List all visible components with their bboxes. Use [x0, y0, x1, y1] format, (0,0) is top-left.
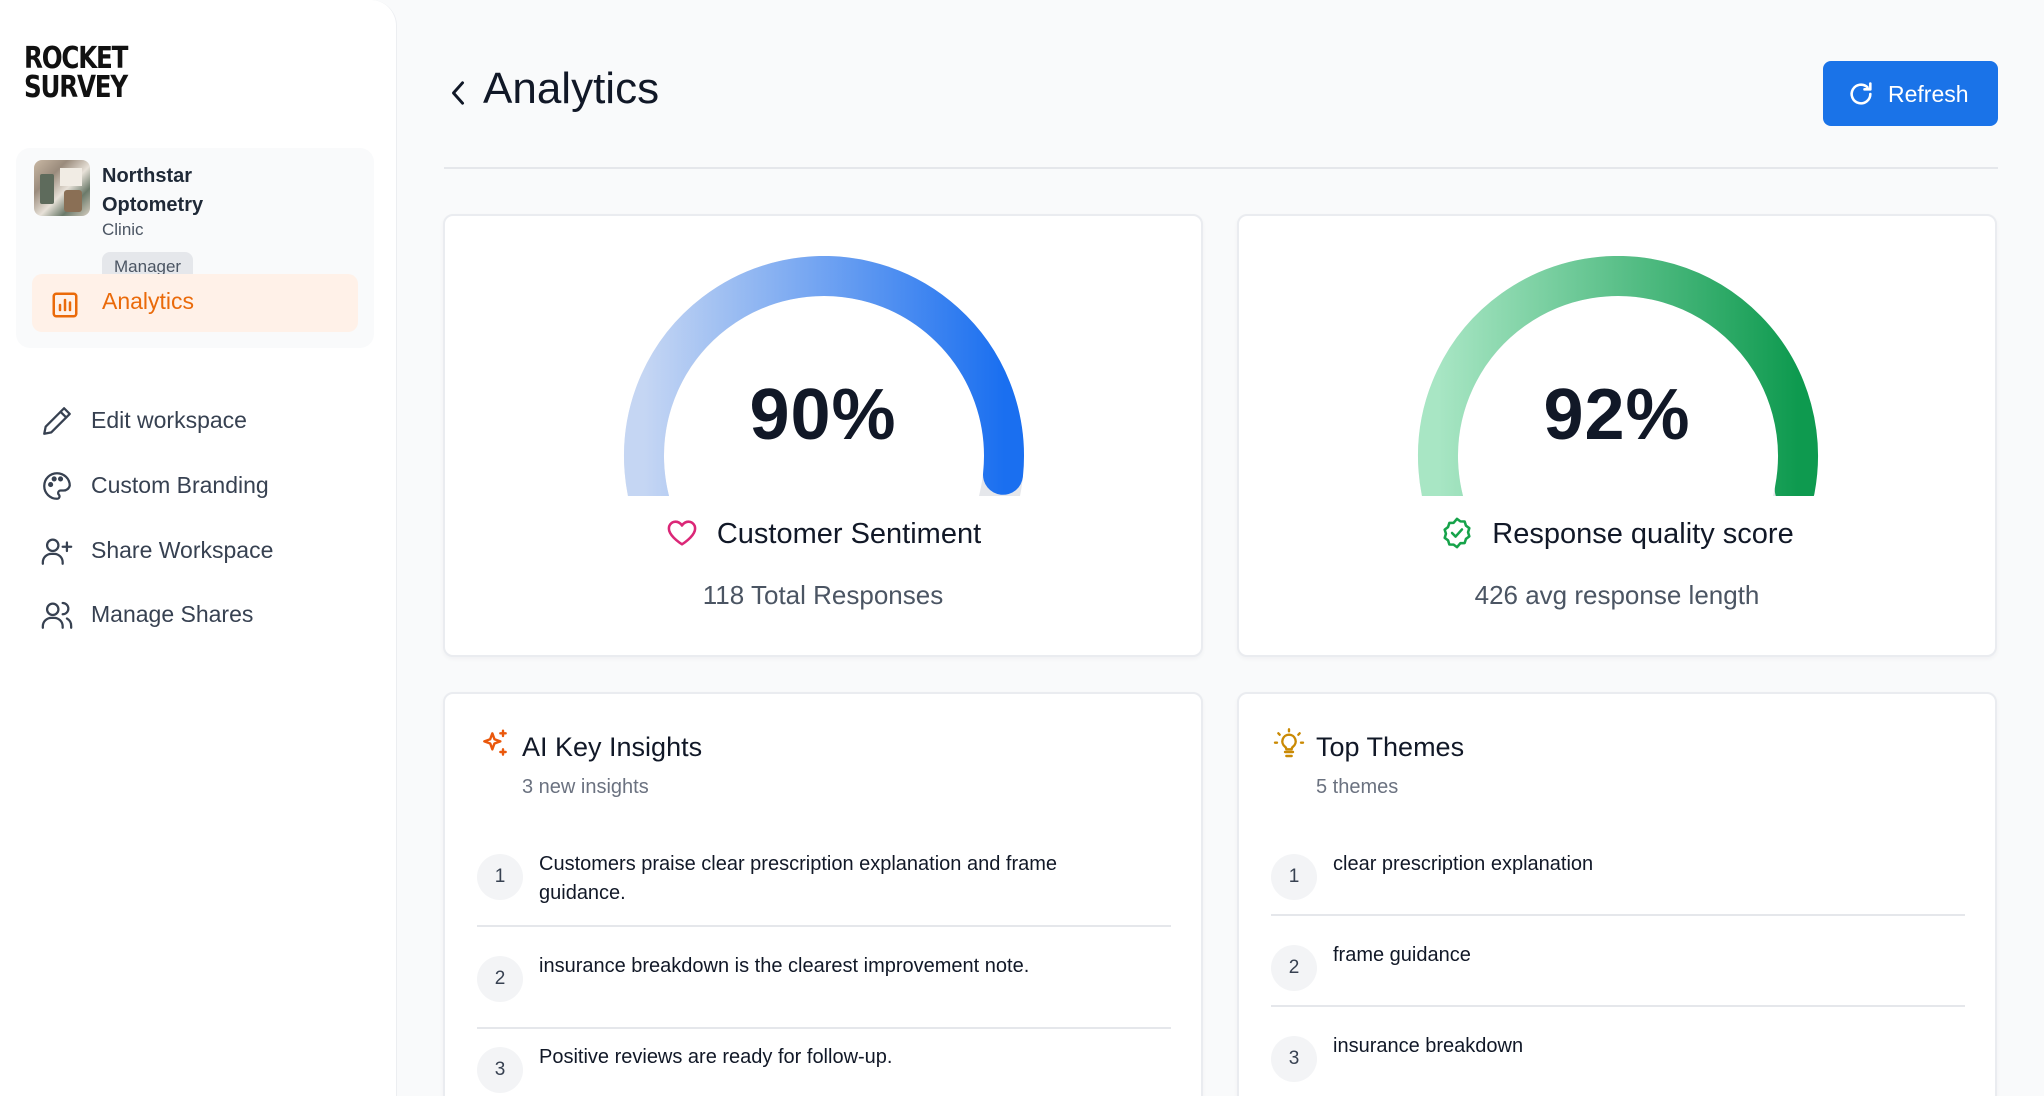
sidebar-item-label: Manage Shares [91, 601, 254, 627]
lightbulb-icon [1273, 728, 1305, 758]
sidebar-item-label: Analytics [102, 288, 195, 314]
item-text: frame guidance [1333, 944, 1471, 966]
quality-value: 92% [1543, 375, 1691, 455]
item-number: 1 [477, 854, 523, 900]
sentiment-subtitle: 118 Total Responses [702, 580, 944, 610]
workspace-name: Northstar Optometry [102, 165, 204, 216]
insights-title: AI Key Insights [522, 732, 703, 762]
response-quality-card: 92% Response quality score 426 avg respo… [1237, 214, 1997, 657]
customer-sentiment-card: 90% Customer Sentiment 118 Total Respons… [443, 214, 1203, 657]
item-text: clear prescription explanation [1333, 853, 1594, 875]
badge-check-icon [1443, 517, 1471, 549]
quality-subtitle: 426 avg response length [1474, 580, 1760, 610]
sidebar-item-manage-shares[interactable]: Manage Shares [38, 592, 368, 636]
sentiment-value: 90% [749, 375, 897, 455]
workspace-type: Clinic [102, 220, 144, 239]
user-plus-icon [41, 538, 73, 565]
item-text: Positive reviews are ready for follow-up… [539, 1046, 893, 1068]
insights-subtitle: 3 new insights [522, 776, 649, 798]
quality-title: Response quality score [1492, 518, 1794, 550]
header-divider [444, 167, 1998, 169]
back-arrow-icon[interactable] [444, 76, 472, 110]
sidebar-item-label: Edit workspace [91, 407, 247, 433]
item-number: 3 [477, 1047, 523, 1093]
heart-icon [667, 520, 697, 546]
bar-chart-icon [52, 292, 78, 318]
item-number: 1 [1271, 854, 1317, 900]
sidebar-item-edit-workspace[interactable]: Edit workspace [38, 398, 368, 442]
sidebar-item-share-workspace[interactable]: Share Workspace [38, 528, 368, 572]
item-number: 2 [477, 956, 523, 1002]
item-text: insurance breakdown is the clearest impr… [539, 955, 1030, 977]
rocket-survey-logo[interactable]: ROCKET SURVEY [24, 41, 128, 105]
item-text: Customers praise clear prescription expl… [539, 853, 1058, 904]
sparkles-icon [483, 729, 507, 756]
refresh-icon [1850, 82, 1872, 105]
sidebar-item-analytics[interactable]: Analytics [32, 274, 358, 332]
quality-gauge [1418, 256, 1818, 496]
sidebar-item-custom-branding[interactable]: Custom Branding [38, 463, 368, 507]
sentiment-gauge [624, 256, 1024, 496]
page-title: Analytics [483, 64, 660, 113]
sidebar: ROCKET SURVEY Northstar Optometry Clinic… [0, 0, 397, 1096]
sentiment-title: Customer Sentiment [716, 518, 982, 550]
workspace-avatar [34, 160, 90, 216]
item-number: 2 [1271, 945, 1317, 991]
refresh-button[interactable]: Refresh [1823, 61, 1998, 126]
palette-icon [43, 472, 71, 500]
refresh-label: Refresh [1888, 81, 1969, 107]
users-icon [41, 601, 73, 629]
themes-subtitle: 5 themes [1316, 776, 1399, 798]
top-themes-card: Top Themes 5 themes 1 clear prescription… [1237, 692, 1997, 1096]
item-number: 3 [1271, 1036, 1317, 1082]
themes-title: Top Themes [1316, 732, 1465, 762]
workspace-card: Northstar Optometry Clinic Manager Analy… [16, 148, 374, 348]
ai-key-insights-card: AI Key Insights 3 new insights 1 Custome… [443, 692, 1203, 1096]
pencil-icon [43, 407, 71, 435]
item-text: insurance breakdown [1333, 1035, 1524, 1057]
sidebar-item-label: Share Workspace [91, 537, 274, 563]
sidebar-item-label: Custom Branding [91, 472, 269, 498]
